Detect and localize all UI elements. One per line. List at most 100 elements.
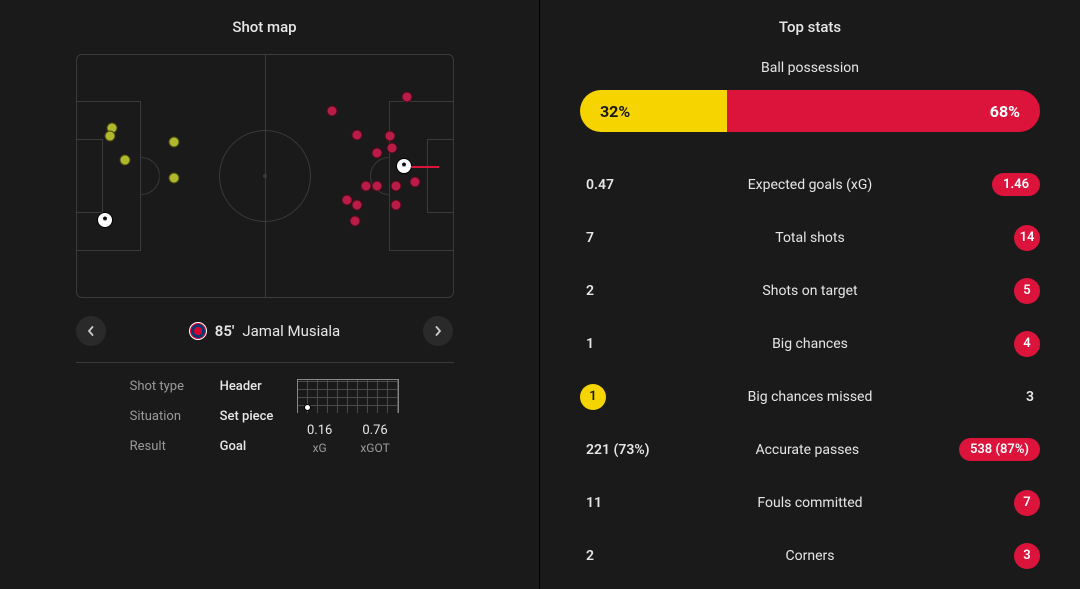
stat-home: 2 (580, 548, 650, 564)
shot-marker[interactable] (391, 200, 402, 211)
stat-away-value: 1.46 (992, 173, 1040, 196)
stat-home-value: 221 (73%) (580, 442, 656, 458)
stat-away-value: 5 (1014, 278, 1040, 304)
possession-home: 32% (580, 90, 727, 132)
shot-marker[interactable] (105, 131, 116, 142)
possession-bar: 32% 68% (580, 90, 1040, 132)
stat-row: 1 Big chances 4 (580, 317, 1040, 370)
shot-marker[interactable] (327, 105, 338, 116)
detail-result-key: Result (130, 439, 220, 455)
shot-marker[interactable] (169, 173, 180, 184)
stat-away-value: 538 (87%) (959, 438, 1040, 461)
stat-rows: 0.47 Expected goals (xG) 1.46 7Total shots1… (570, 158, 1050, 582)
stat-home-value: 1 (580, 336, 600, 352)
player-minute: 85' (215, 322, 235, 340)
possession-home-text: 32% (600, 102, 630, 121)
shot-detail: Shot type Header Situation Set piece Res… (76, 379, 454, 455)
stat-away: 3 (970, 389, 1040, 405)
prev-shot-button[interactable] (76, 316, 106, 346)
stat-home: 1 (580, 336, 650, 352)
stat-home-value: 0.47 (580, 177, 620, 193)
xg-row: 0.16 xG 0.76 xGOT (307, 423, 390, 455)
goal-ball-icon (304, 404, 311, 411)
shot-marker[interactable] (349, 215, 360, 226)
top-stats-panel: Top stats Ball possession 32% 68% 0.47 Ex… (540, 0, 1080, 589)
shot-map-title: Shot map (20, 18, 509, 36)
shot-marker[interactable] (396, 158, 412, 174)
stat-label: Big chances (650, 336, 970, 352)
xg-label: xG (307, 441, 332, 455)
stat-row: 1 Big chances missed3 (580, 370, 1040, 423)
stat-away: 5 (970, 278, 1040, 304)
stat-away: 3 (970, 543, 1040, 569)
xgot-value: 0.76 (360, 423, 389, 438)
stat-away-value: 14 (1014, 225, 1040, 251)
goal-diagram-side: 0.16 xG 0.76 xGOT (297, 379, 399, 455)
stat-away-value: 7 (1014, 490, 1040, 516)
player-row: 85' Jamal Musiala (76, 316, 454, 346)
divider (76, 362, 454, 363)
chevron-left-icon (86, 326, 96, 336)
club-badge-icon (189, 322, 207, 340)
shot-marker[interactable] (97, 212, 113, 228)
stat-home-value: 7 (580, 230, 600, 246)
stat-home: 1 (580, 384, 650, 410)
stat-label: Shots on target (650, 283, 970, 299)
shot-marker[interactable] (387, 143, 398, 154)
detail-situation-key: Situation (130, 409, 220, 425)
shot-map-panel: Shot map 85' Jamal Musiala (0, 0, 540, 589)
xgot-label: xGOT (360, 441, 389, 455)
stat-label: Accurate passes (656, 442, 959, 458)
stat-home: 2 (580, 283, 650, 299)
stat-away: 14 (970, 225, 1040, 251)
xgot-cell: 0.76 xGOT (360, 423, 389, 455)
stat-away: 7 (970, 490, 1040, 516)
detail-table: Shot type Header Situation Set piece Res… (130, 379, 274, 455)
pitch-center-dot (263, 174, 267, 178)
shot-marker[interactable] (402, 92, 413, 103)
pitch-box6-left (77, 139, 103, 213)
stat-away: 1.46 (970, 173, 1040, 196)
detail-result-val: Goal (220, 439, 274, 455)
stat-away-value: 4 (1014, 331, 1040, 357)
stat-row: 0.47 Expected goals (xG) 1.46 (580, 158, 1040, 211)
player-name: Jamal Musiala (242, 322, 340, 340)
stat-row: 2Shots on target 5 (580, 264, 1040, 317)
shot-marker[interactable] (361, 180, 372, 191)
possession-away: 68% (727, 90, 1040, 132)
stat-home-value: 11 (580, 495, 608, 511)
shot-marker[interactable] (391, 180, 402, 191)
possession-label: Ball possession (570, 60, 1050, 76)
shot-marker[interactable] (120, 155, 131, 166)
stat-label: Fouls committed (650, 495, 970, 511)
stat-home-value: 2 (580, 548, 600, 564)
stat-home: 0.47 (580, 177, 650, 193)
mini-goal-diagram (297, 379, 399, 413)
top-stats-title: Top stats (570, 18, 1050, 36)
shot-marker[interactable] (169, 137, 180, 148)
next-shot-button[interactable] (423, 316, 453, 346)
stat-row: 7Total shots14 (580, 211, 1040, 264)
shot-marker[interactable] (351, 200, 362, 211)
stat-home: 7 (580, 230, 650, 246)
stat-label: Expected goals (xG) (650, 177, 970, 193)
stat-row: 11 Fouls committed 7 (580, 476, 1040, 529)
detail-shot-type-val: Header (220, 379, 274, 395)
possession-away-text: 68% (990, 102, 1020, 121)
shot-marker[interactable] (372, 180, 383, 191)
shot-marker[interactable] (351, 129, 362, 140)
stat-home-value: 1 (580, 384, 606, 410)
stat-row: 221 (73%)Accurate passes538 (87%) (580, 423, 1040, 476)
shot-marker[interactable] (372, 148, 383, 159)
shot-marker[interactable] (409, 177, 420, 188)
xg-cell: 0.16 xG (307, 423, 332, 455)
stat-home: 221 (73%) (580, 442, 656, 458)
stat-away-value: 3 (1014, 543, 1040, 569)
pitch-wrap (20, 54, 509, 298)
pitch[interactable] (76, 54, 454, 298)
stat-label: Big chances missed (650, 389, 970, 405)
stat-home: 11 (580, 495, 650, 511)
stat-away: 4 (970, 331, 1040, 357)
shot-marker[interactable] (385, 131, 396, 142)
stat-label: Corners (650, 548, 970, 564)
